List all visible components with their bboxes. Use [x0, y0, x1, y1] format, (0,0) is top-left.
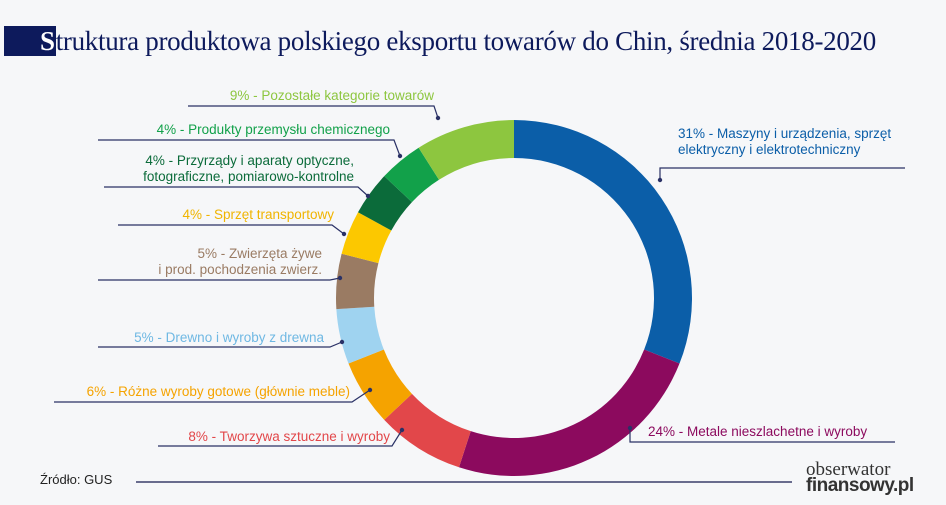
leader-arrow-5	[337, 275, 343, 281]
slice-3	[348, 349, 412, 420]
leader-line-0	[659, 167, 905, 180]
data-label-line1: 24% - Metale nieszlachetne i wyroby	[648, 424, 868, 439]
data-label-line1: 4% - Produkty przemysłu chemicznego	[156, 122, 390, 137]
data-label-line1: 9% - Pozostałe kategorie towarów	[229, 88, 434, 103]
data-label-line1: 8% - Tworzywa sztuczne i wyroby	[188, 429, 390, 444]
leader-arrow-8	[397, 153, 403, 159]
leader-line-5	[98, 277, 341, 281]
data-label-line1: 5% - Zwierzęta żywe	[197, 246, 322, 261]
logo: obserwator finansowy.pl	[806, 459, 914, 496]
data-label-8: 4% - Produkty przemysłu chemicznego	[100, 122, 390, 138]
data-label-7: 4% - Przyrządy i aparaty optyczne, fotogr…	[106, 153, 354, 185]
data-label-5: 5% - Zwierzęta żywe i prod. pochodzenia z…	[100, 246, 322, 278]
slice-5	[336, 253, 379, 310]
leader-arrow-4	[339, 339, 345, 345]
leader-arrow-0	[657, 177, 663, 183]
leader-arrow-2	[399, 427, 405, 433]
leader-arrow-1	[627, 425, 633, 431]
leader-arrow-9	[435, 115, 441, 121]
leader-line-2	[158, 429, 403, 447]
data-label-line1: 5% - Drewno i wyroby z drewna	[134, 330, 324, 345]
leader-arrow-6	[341, 231, 347, 237]
slice-6	[341, 212, 392, 264]
leader-line-9	[188, 105, 439, 119]
slice-4	[336, 306, 384, 364]
data-label-4: 5% - Drewno i wyroby z drewna	[100, 330, 324, 346]
leader-line-1	[629, 428, 895, 443]
slice-2	[384, 393, 471, 468]
data-label-line1: 6% - Różne wyroby gotowe (głównie meble)	[86, 384, 350, 399]
leader-line-4	[98, 341, 343, 348]
leader-line-6	[118, 224, 345, 235]
title-text: truktura produktowa polskiego eksportu t…	[55, 25, 877, 56]
data-label-line1: 31% - Maszyny i urządzenia, sprzęt	[678, 126, 892, 141]
data-label-0: 31% - Maszyny i urządzenia, sprzęt elektr…	[678, 126, 891, 158]
data-label-line2: elektryczny i elektrotechniczny	[678, 142, 861, 157]
slice-1	[458, 349, 680, 476]
slice-9	[418, 120, 514, 180]
leader-line-8	[98, 139, 401, 157]
data-label-2: 8% - Tworzywa sztuczne i wyroby	[160, 429, 390, 445]
data-label-1: 24% - Metale nieszlachetne i wyroby	[648, 424, 867, 440]
slice-8	[384, 147, 439, 203]
logo-line2: finansowy.pl	[806, 475, 914, 496]
slice-0	[514, 120, 692, 364]
leader-arrow-7	[365, 193, 371, 199]
data-label-line2: fotograficzne, pomiarowo-kontrolne	[143, 169, 354, 184]
data-label-line1: 4% - Sprzęt transportowy	[182, 207, 334, 222]
data-label-6: 4% - Sprzęt transportowy	[120, 207, 334, 223]
data-label-3: 6% - Różne wyroby gotowe (głównie meble)	[56, 384, 350, 400]
data-label-line1: 4% - Przyrządy i aparaty optyczne,	[145, 153, 354, 168]
source-note: Źródło: GUS	[40, 472, 113, 487]
slice-7	[358, 176, 412, 231]
logo-line1: obserwator	[806, 459, 891, 480]
leader-line-3	[54, 389, 371, 403]
leader-line-7	[104, 186, 369, 197]
leader-arrow-3	[367, 387, 373, 393]
data-label-9: 9% - Pozostałe kategorie towarów	[190, 88, 434, 104]
data-label-line2: i prod. pochodzenia zwierz.	[158, 262, 322, 277]
title-initial: S	[4, 26, 56, 56]
